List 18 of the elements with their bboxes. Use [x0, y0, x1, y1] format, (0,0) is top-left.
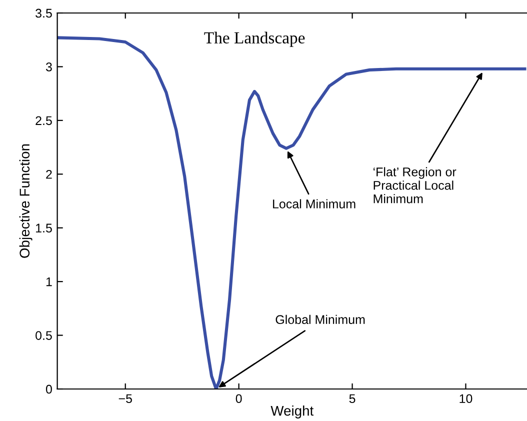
y-tick-label: 0	[46, 384, 52, 394]
x-tick-label: 5	[349, 394, 356, 404]
y-tick-label: 2.5	[36, 116, 52, 126]
annotation: Local Minimum	[273, 199, 356, 208]
y-axis-title: Objective Function	[19, 144, 32, 258]
annotation: ‘Flat’ Region or Practical Local Minimum	[374, 167, 456, 204]
x-tick-label: −5	[118, 394, 132, 404]
annotation: Global Minimum	[276, 314, 365, 324]
y-tick-label: 1.5	[36, 224, 52, 233]
y-tick-label: 0.5	[36, 331, 52, 340]
y-tick-label: 2	[46, 170, 52, 179]
x-tick-label: 0	[236, 394, 242, 404]
x-axis-title: Weight	[270, 406, 314, 418]
y-tick-label: 3.5	[36, 8, 52, 18]
y-tick-label: 3	[46, 62, 52, 72]
y-tick-label: 1	[46, 278, 52, 286]
x-tick-label: 10	[460, 394, 472, 404]
text: The Landscape	[204, 32, 305, 47]
